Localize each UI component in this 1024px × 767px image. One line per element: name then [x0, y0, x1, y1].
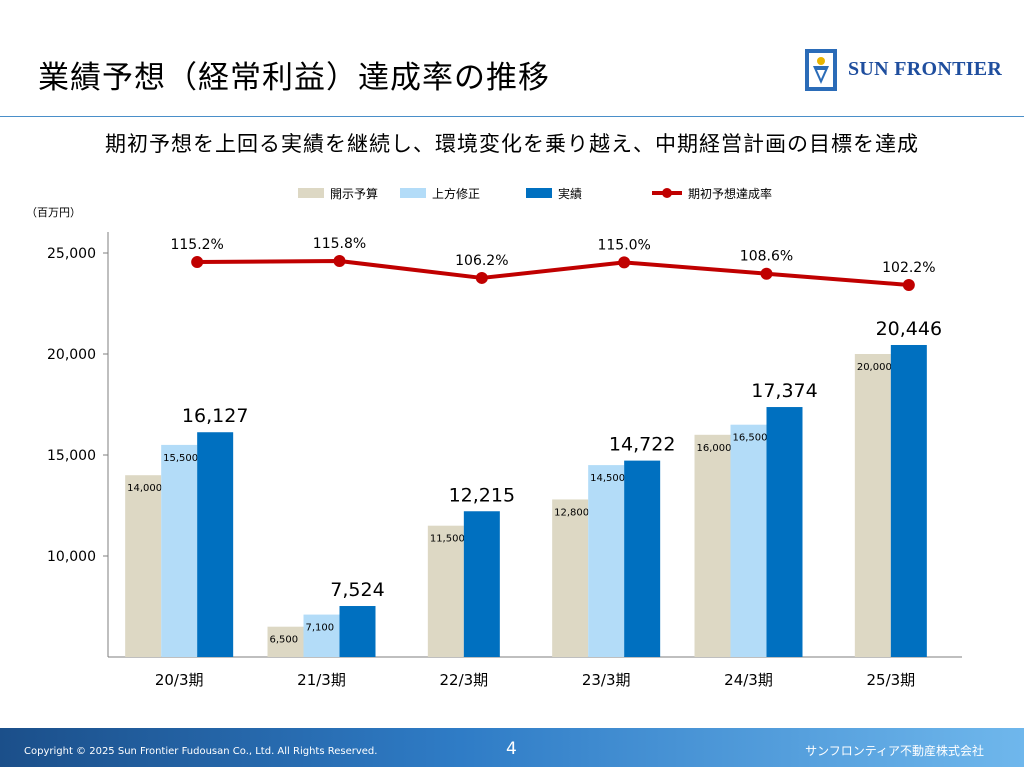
bar-value-label: 16,000 [697, 443, 732, 454]
x-tick-label: 20/3期 [155, 671, 204, 689]
x-tick-label: 22/3期 [439, 671, 488, 689]
bar-1 [427, 525, 464, 657]
rate-point [618, 256, 631, 269]
y-tick-label: 25,000 [47, 246, 96, 262]
bar-3 [197, 432, 234, 657]
header-divider [0, 116, 1024, 117]
company-logo: SUN FRONTIER [804, 48, 1002, 96]
y-tick-label: 20,000 [47, 347, 96, 363]
legend-label: 実績 [558, 186, 582, 201]
legend-swatch [298, 188, 324, 198]
bar-value-label: 14,000 [127, 483, 162, 494]
bar-value-label: 14,722 [609, 434, 675, 456]
bar-3 [463, 511, 500, 657]
bar-3 [890, 344, 927, 657]
rate-label: 106.2% [455, 253, 508, 269]
y-axis-unit-label: （百万円） [26, 206, 81, 219]
rate-point [191, 256, 204, 269]
page-subtitle: 期初予想を上回る実績を継続し、環境変化を乗り越え、中期経営計画の目標を達成 [105, 132, 919, 156]
rate-label: 102.2% [882, 260, 935, 276]
bar-value-label: 12,215 [449, 484, 515, 506]
bar-1 [694, 434, 731, 657]
bar-1 [854, 354, 891, 657]
bar-1 [267, 626, 304, 657]
legend-label: 開示予算 [330, 186, 378, 201]
bar-value-label: 17,374 [751, 380, 817, 402]
bar-value-label: 20,446 [876, 318, 942, 340]
x-tick-label: 24/3期 [724, 671, 773, 689]
bar-value-label: 6,500 [270, 635, 299, 646]
footer-bar: Copyright © 2025 Sun Frontier Fudousan C… [0, 728, 1024, 767]
y-tick-label: 10,000 [47, 549, 96, 565]
bar-1 [552, 499, 589, 657]
rate-point [760, 267, 773, 280]
bar-value-label: 15,500 [163, 453, 198, 464]
rate-label: 115.2% [170, 237, 223, 253]
rate-label: 115.0% [597, 237, 650, 253]
bar-3 [766, 407, 803, 657]
company-name: サンフロンティア不動産株式会社 [805, 744, 984, 758]
legend-swatch [400, 188, 426, 198]
rate-line [197, 259, 909, 287]
bar-value-label: 7,524 [330, 579, 384, 601]
bar-2 [303, 614, 340, 657]
bar-value-label: 7,100 [306, 623, 335, 634]
bar-3 [339, 606, 376, 657]
rate-label: 115.8% [313, 236, 366, 252]
legend-swatch [526, 188, 552, 198]
legend-label: 上方修正 [432, 186, 480, 201]
bar-2 [588, 465, 625, 657]
logo-text: SUN FRONTIER [848, 58, 1003, 80]
bar-value-label: 14,500 [590, 473, 625, 484]
bar-2 [161, 444, 198, 657]
x-tick-label: 23/3期 [582, 671, 631, 689]
copyright-text: Copyright © 2025 Sun Frontier Fudousan C… [24, 746, 378, 757]
y-tick-label: 15,000 [47, 448, 96, 464]
bar-2 [730, 424, 767, 657]
bar-value-label: 16,500 [733, 433, 768, 444]
bar-1 [125, 475, 162, 657]
legend-swatch-marker [662, 188, 672, 198]
chart: （百万円） 10,000 15,000 20,000 25,000 14,000 15,50… [26, 186, 962, 689]
rate-point [475, 271, 488, 284]
bar-value-label: 20,000 [857, 362, 892, 373]
rate-point [902, 279, 915, 291]
rate-point [333, 255, 346, 267]
bar-3 [624, 460, 661, 657]
x-tick-label: 25/3期 [866, 671, 915, 689]
sun-frontier-logo-icon [805, 49, 837, 91]
page-number: 4 [506, 739, 517, 759]
bar-value-label: 12,800 [554, 507, 589, 518]
legend-label: 期初予想達成率 [688, 186, 772, 201]
bar-value-label: 16,127 [182, 405, 248, 427]
x-tick-label: 21/3期 [297, 671, 346, 689]
bar-value-label: 11,500 [430, 534, 465, 545]
page-title: 業績予想（経常利益）達成率の推移 [38, 60, 550, 96]
rate-label: 108.6% [740, 249, 793, 265]
